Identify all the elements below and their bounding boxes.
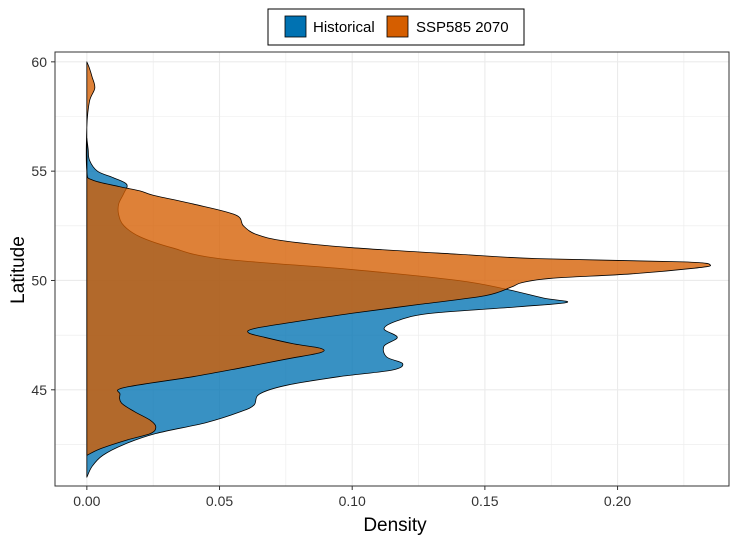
legend-key-historical: [284, 15, 307, 38]
x-tick-label: 0.15: [471, 493, 498, 509]
y-axis-title: Latitude: [8, 236, 29, 304]
x-axis: 0.00 0.05 0.10 0.15 0.20: [73, 486, 631, 509]
x-tick-label: 0.05: [206, 493, 233, 509]
y-axis: 45 50 55 60: [31, 54, 55, 398]
legend: Historical SSP585 2070: [267, 8, 525, 46]
density-area-ssp585-2070: [85, 61, 711, 456]
y-tick-label: 45: [31, 382, 47, 398]
y-tick-label: 50: [31, 272, 47, 288]
x-tick-label: 0.00: [73, 493, 100, 509]
legend-label-historical: Historical: [313, 19, 375, 36]
x-tick-label: 0.20: [604, 493, 631, 509]
x-axis-title: Density: [363, 515, 427, 536]
y-tick-label: 55: [31, 163, 47, 179]
x-tick-label: 0.10: [339, 493, 366, 509]
series-layer: [85, 61, 711, 478]
y-tick-label: 60: [31, 54, 47, 70]
legend-key-ssp585-2070: [386, 15, 409, 38]
legend-label-ssp585-2070: SSP585 2070: [416, 19, 509, 36]
plot-panel-border: [54, 51, 730, 487]
